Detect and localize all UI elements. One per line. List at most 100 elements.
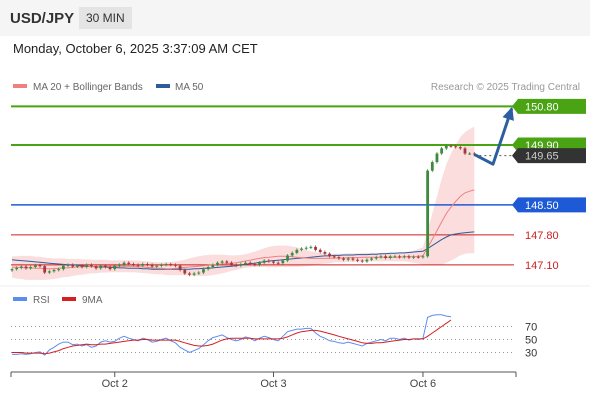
candle-body <box>304 247 308 249</box>
ma20-legend-swatch <box>13 84 27 88</box>
legend: MA 20 + Bollinger Bands MA 50 Research ©… <box>13 82 580 93</box>
candle-body <box>290 252 294 256</box>
candle-body <box>52 270 56 272</box>
candle-body <box>295 249 299 253</box>
candle-body <box>188 273 191 275</box>
candle-body <box>169 264 173 266</box>
candle-body <box>197 272 201 274</box>
level-label-last-price: 149.65 <box>525 151 559 163</box>
level-label-support-2: 147.10 <box>525 260 559 272</box>
candle-body <box>449 145 453 147</box>
candle-body <box>258 262 261 265</box>
candle-body <box>328 253 331 257</box>
candle-body <box>314 246 317 250</box>
candle-body <box>89 264 93 267</box>
candle-body <box>374 257 378 259</box>
level-tag-last-price <box>512 148 586 164</box>
candle-body <box>113 265 117 270</box>
candle-body <box>416 256 420 258</box>
ma9-legend-swatch <box>62 297 76 301</box>
time-axis-label: Oct 3 <box>260 378 286 390</box>
candle-body <box>323 252 327 254</box>
candle-body <box>421 256 425 258</box>
rsi-legend: RSI 9MA <box>13 295 103 306</box>
candle-body <box>435 153 439 163</box>
candle-body <box>248 262 252 265</box>
candle-body <box>33 265 37 268</box>
candle-body <box>342 258 345 260</box>
candle-body <box>454 146 458 148</box>
candle-body <box>80 265 84 268</box>
level-tag-pivot <box>512 197 586 213</box>
candle-body <box>178 265 182 271</box>
candle-body <box>104 265 107 268</box>
ma50-legend-label: MA 50 <box>175 82 204 93</box>
timeframe-button[interactable]: 30 MIN <box>79 7 132 29</box>
candle-body <box>47 271 51 273</box>
candle-body <box>192 273 196 275</box>
rsi-ma9-line <box>12 319 452 355</box>
candle-body <box>85 264 89 268</box>
candle-body <box>337 257 341 259</box>
candle-body <box>136 264 140 266</box>
candle-body <box>202 269 205 273</box>
candle-body <box>407 256 411 258</box>
rsi-tick-label: 50 <box>525 335 537 347</box>
rsi-tick-label: 70 <box>525 322 537 334</box>
candle-body <box>127 262 131 265</box>
candle-body <box>370 258 373 260</box>
candle-body <box>183 270 187 274</box>
ma9-legend-label: 9MA <box>82 295 103 306</box>
candle-body <box>216 262 219 265</box>
candle-body <box>412 256 416 258</box>
candle-body <box>19 266 23 268</box>
candle-body <box>71 264 75 267</box>
candle-body <box>118 264 121 266</box>
candle-body <box>267 260 271 262</box>
candle-body <box>472 153 476 155</box>
candle-body <box>230 262 233 265</box>
candle-body <box>272 261 275 263</box>
chart-datetime: Monday, October 6, 2025 3:37:09 AM CET <box>13 41 258 56</box>
candle-body <box>458 147 462 149</box>
candle-body <box>43 266 47 273</box>
candle-body <box>239 264 243 266</box>
candle-body <box>29 267 33 269</box>
candle-body <box>160 264 163 266</box>
candle-body <box>468 153 472 155</box>
ma20-legend-label: MA 20 + Bollinger Bands <box>33 82 143 93</box>
candle-body <box>444 145 448 149</box>
candle-body <box>318 249 322 253</box>
candle-body <box>206 267 210 270</box>
level-label-support-1: 147.80 <box>525 230 559 242</box>
candle-body <box>146 264 149 266</box>
candle-body <box>211 264 215 268</box>
candle-body <box>402 256 406 258</box>
candle-body <box>66 264 70 266</box>
scenario-arrow <box>473 108 514 166</box>
candle-body <box>174 264 177 266</box>
time-axis-label: Oct 2 <box>102 378 128 390</box>
candle-body <box>332 256 336 258</box>
rsi-line <box>12 314 452 356</box>
candle-body <box>309 246 313 248</box>
candle-body <box>24 266 28 269</box>
candle-body <box>253 264 257 266</box>
candle-body <box>38 265 42 267</box>
candle-body <box>15 267 19 270</box>
candle-body <box>244 262 247 265</box>
candle-body <box>384 256 387 259</box>
candle-body <box>94 266 98 269</box>
candle-body <box>61 265 65 270</box>
candle-body <box>10 269 14 271</box>
ma20-line <box>11 189 475 270</box>
candle-body <box>393 256 397 258</box>
level-tag-resistance-2 <box>512 98 586 114</box>
candle-body <box>220 261 224 263</box>
candle-body <box>365 259 369 262</box>
candle-body <box>150 264 154 267</box>
candle-body <box>99 265 103 269</box>
